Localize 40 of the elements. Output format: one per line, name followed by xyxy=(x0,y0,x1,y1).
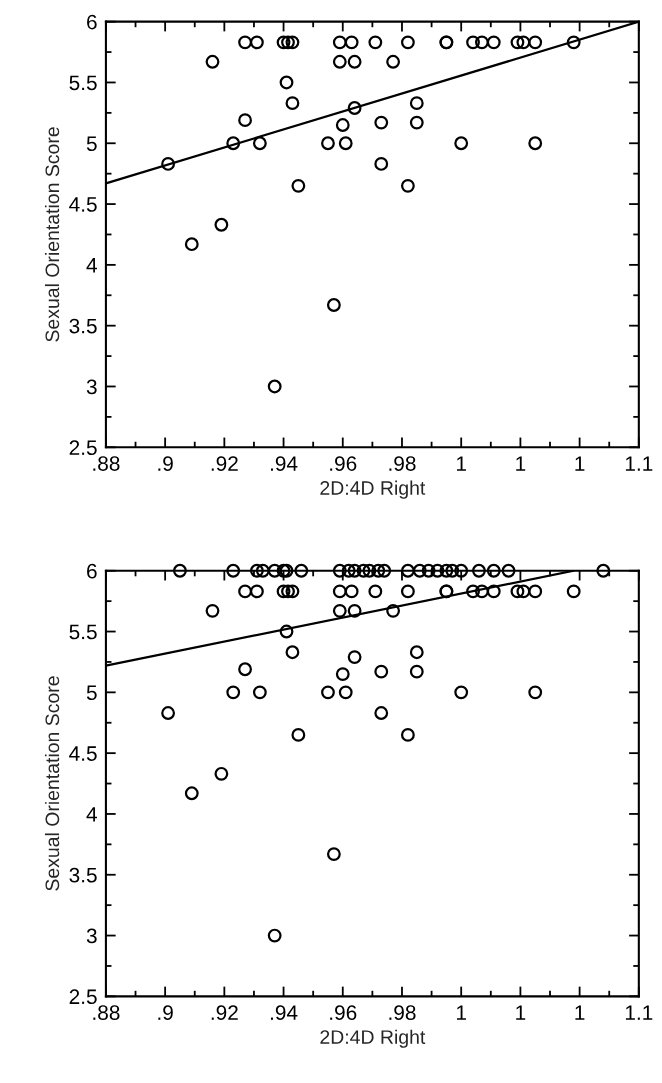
y-tick-label: 3.5 xyxy=(69,318,97,334)
x-tick-label: 1.1 xyxy=(625,1005,653,1020)
x-tick-label: .94 xyxy=(270,1005,298,1020)
x-tick-label: 1 xyxy=(516,1005,526,1020)
x-tick-label: .92 xyxy=(211,456,238,471)
x-tick-label: .9 xyxy=(158,456,173,471)
x-tick-label: 1 xyxy=(516,456,526,471)
x-tick-label: 1 xyxy=(456,1005,466,1020)
y-tick-label: 3 xyxy=(86,928,97,944)
x-tick-label: .88 xyxy=(93,1005,120,1020)
x-tick-label: 1 xyxy=(575,456,585,471)
y-tick-label: 5 xyxy=(86,685,97,701)
y-tick-label: 3.5 xyxy=(69,867,97,883)
y-tick-label: 4 xyxy=(86,807,97,822)
x-tick-label: 1 xyxy=(456,456,466,471)
y-tick-label: 4.5 xyxy=(69,746,97,761)
x-tick-label: .98 xyxy=(389,456,416,471)
x-tick-label: .96 xyxy=(330,1005,357,1020)
y-axis-title: Sexual Orientation Score xyxy=(44,676,60,891)
x-tick-label: .98 xyxy=(389,1005,416,1020)
y-axis-title: Sexual Orientation Score xyxy=(44,127,60,342)
x-tick-label: .88 xyxy=(93,456,120,471)
x-tick-label: .96 xyxy=(330,456,357,471)
x-tick-label: .9 xyxy=(158,1005,173,1020)
x-tick-label: .92 xyxy=(211,1005,238,1020)
y-tick-label: 6 xyxy=(87,563,97,579)
x-tick-label: .94 xyxy=(270,456,298,471)
y-tick-label: 4.5 xyxy=(69,197,97,212)
y-tick-label: 5.5 xyxy=(69,75,97,91)
x-tick-label: 1.1 xyxy=(625,456,653,471)
y-tick-label: 5 xyxy=(86,136,97,152)
x-axis-title: 2D:4D Right xyxy=(320,480,426,499)
y-tick-label: 3 xyxy=(86,379,97,395)
y-tick-label: 2.5 xyxy=(69,989,97,1005)
y-tick-label: 2.5 xyxy=(69,440,97,456)
x-tick-label: 1 xyxy=(575,1005,585,1020)
x-axis-title: 2D:4D Right xyxy=(320,1029,426,1048)
y-tick-label: 4 xyxy=(86,258,97,273)
y-tick-label: 5.5 xyxy=(69,624,97,640)
y-tick-label: 6 xyxy=(87,14,97,30)
